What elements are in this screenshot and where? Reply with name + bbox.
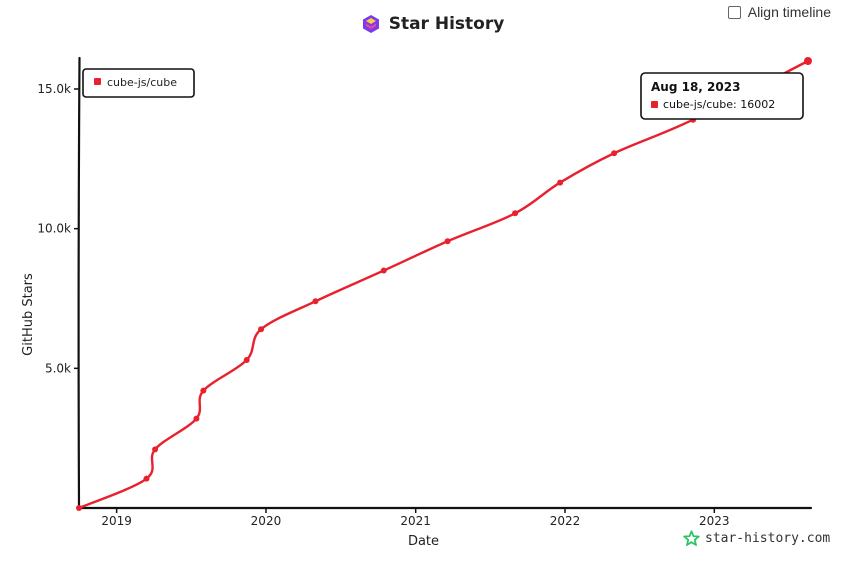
- data-point: [258, 326, 265, 333]
- data-point: [512, 210, 519, 217]
- y-tick-label: 15.0k: [37, 82, 71, 96]
- data-point: [312, 298, 319, 305]
- series-points: [76, 57, 812, 511]
- star-history-logo-icon: [362, 15, 379, 33]
- data-point: [200, 387, 207, 394]
- data-point: [143, 475, 150, 482]
- tooltip-date: Aug 18, 2023: [651, 80, 740, 94]
- data-point: [193, 415, 200, 422]
- series-line-cube-js-cube: [77, 59, 810, 510]
- tooltip-series: cube-js/cube: [663, 98, 733, 111]
- x-tick-label: 2023: [699, 514, 730, 528]
- data-point: [557, 179, 564, 186]
- data-point: [152, 446, 159, 453]
- tooltip-value: 16002: [740, 98, 775, 111]
- y-axis-ticks: 5.0k 10.0k 15.0k: [37, 82, 79, 375]
- data-point: [804, 57, 812, 65]
- watermark-text[interactable]: star-history.com: [705, 531, 831, 546]
- title-group: Star History: [361, 14, 505, 34]
- x-tick-label: 2021: [400, 514, 431, 528]
- x-tick-label: 2019: [101, 514, 132, 528]
- x-tick-label: 2022: [550, 514, 581, 528]
- x-tick-label: 2020: [251, 514, 282, 528]
- tooltip-box: [640, 72, 804, 120]
- align-timeline-label[interactable]: Align timeline: [747, 4, 831, 20]
- page-title: Star History: [388, 14, 505, 34]
- x-axis-ticks: 2019 2020 2021 2022 2023: [101, 508, 730, 528]
- legend-entry: cube-js/cube: [107, 76, 177, 89]
- data-point: [76, 505, 82, 511]
- tooltip-separator: :: [733, 98, 740, 111]
- chart-header: Star History: [0, 14, 865, 38]
- legend-swatch: [94, 78, 101, 85]
- star-icon: [683, 530, 700, 546]
- y-tick-label: 5.0k: [45, 361, 71, 375]
- align-timeline-control[interactable]: Align timeline: [727, 4, 831, 20]
- data-tooltip: Aug 18, 2023 cube-js/cube: 16002: [640, 72, 804, 120]
- data-point: [444, 238, 451, 245]
- x-axis-label: Date: [408, 534, 439, 549]
- data-point: [611, 150, 618, 157]
- chart-legend: cube-js/cube: [82, 68, 195, 98]
- legend-box: [82, 68, 195, 98]
- data-point: [380, 267, 387, 274]
- align-timeline-checkbox[interactable]: [727, 5, 741, 19]
- x-axis-line: [76, 506, 813, 510]
- y-axis-line: [77, 56, 81, 511]
- data-point: [243, 356, 250, 363]
- watermark[interactable]: star-history.com: [683, 530, 830, 547]
- y-axis-label: GitHub Stars: [21, 273, 36, 356]
- y-tick-label: 10.0k: [37, 222, 71, 236]
- tooltip-swatch: [651, 101, 658, 108]
- tooltip-entry: cube-js/cube: 16002: [663, 98, 775, 111]
